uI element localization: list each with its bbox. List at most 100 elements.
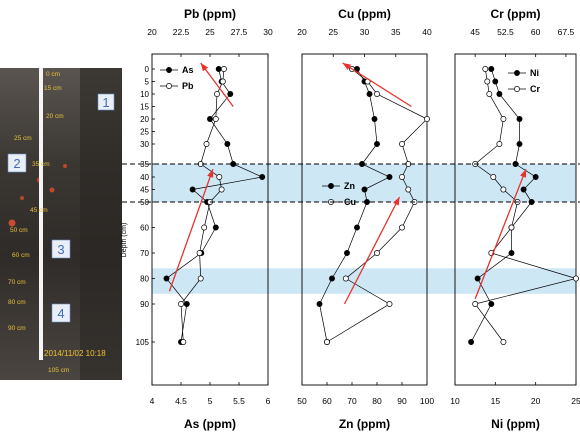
point-pb <box>219 78 226 85</box>
bottom-tick-label: 60 <box>322 396 332 406</box>
point-cr <box>486 91 493 97</box>
legend-marker <box>514 70 520 76</box>
point-zn <box>344 250 350 256</box>
bottom-tick-label: 15 <box>491 396 501 406</box>
top-tick-label: 60 <box>531 27 541 37</box>
depth-mark: 45 cm <box>30 207 48 214</box>
bottom-tick-label: 70 <box>347 396 357 406</box>
point-cr <box>484 78 491 85</box>
top-tick-label: 67.5 <box>558 27 575 37</box>
trend-arrow-head <box>393 197 400 206</box>
depth-mark: 80 cm <box>8 299 26 306</box>
legend-label: Ni <box>530 68 539 78</box>
point-as <box>224 141 231 147</box>
point-cu <box>374 250 380 256</box>
depth-mark: 105 cm <box>48 367 69 374</box>
point-cu <box>424 116 430 122</box>
depth-tick-label: 30 <box>140 140 149 149</box>
depth-tick-label: 45 <box>140 186 149 195</box>
point-cr <box>573 275 579 282</box>
core-number: 3 <box>57 242 64 257</box>
depth-axis-label: Depth (cm) <box>121 223 128 258</box>
point-ni <box>474 275 481 282</box>
photo-timestamp: 2014/11/02 10:18 <box>44 349 106 358</box>
point-zn <box>374 141 380 147</box>
core-number: 1 <box>102 95 109 110</box>
trend-arrows <box>168 62 527 305</box>
trend-arrow-shaft <box>200 62 234 107</box>
point-ni <box>516 141 523 147</box>
point-zn <box>354 224 360 231</box>
depth-tick-label: 70 <box>140 249 149 258</box>
point-cr <box>482 66 489 72</box>
core-label-box <box>51 303 71 323</box>
point-cu <box>386 301 393 307</box>
point-as <box>183 301 190 307</box>
bottom-tick-label: 5 <box>208 396 213 406</box>
depth-tick-label: 25 <box>140 128 149 137</box>
point-cr <box>472 301 479 307</box>
depth-mark: 25 cm <box>14 135 32 142</box>
top-tick-label: 45 <box>470 27 480 37</box>
core-label-box <box>97 93 115 111</box>
bottom-tick-label: 25 <box>571 396 580 406</box>
depth-tick-label: 90 <box>140 300 149 309</box>
series-line-cu <box>326 68 428 343</box>
core-photo-svg: 1 2 3 4 0 cm 15 cm 20 cm 25 cm 35 cm 45 cm 50 cm 6… <box>0 68 122 380</box>
top-axis-title: Pb (ppm) <box>184 7 236 21</box>
point-pb <box>220 66 227 72</box>
highlight-band <box>152 268 576 294</box>
point-ni <box>488 301 495 307</box>
top-tick-label: 30 <box>263 27 273 37</box>
bottom-tick-label: 90 <box>397 396 407 406</box>
legend-marker <box>166 83 172 89</box>
point-cu <box>399 174 405 180</box>
clay-speck <box>49 187 55 193</box>
soil-core-photo: 1 2 3 4 0 cm 15 cm 20 cm 25 cm 35 cm 45 cm 50 cm 6… <box>0 68 122 380</box>
panel-ni-cr: Cr (ppm) 45 52.5 60 67.5 Ni (ppm) 10 15 20 25 Ni Cr <box>450 7 580 431</box>
point-zn <box>371 116 378 122</box>
depth-bands <box>152 164 576 294</box>
core-number: 2 <box>13 156 20 171</box>
point-as <box>163 275 170 282</box>
bottom-tick-label: 50 <box>297 396 307 406</box>
plot-frame <box>151 53 269 386</box>
point-ni <box>532 174 539 180</box>
point-pb <box>203 141 210 147</box>
point-ni <box>520 186 527 193</box>
top-tick-label: 35 <box>391 27 401 37</box>
depth-mark: 0 cm <box>46 71 60 78</box>
highlight-band <box>152 164 576 202</box>
depth-mark: 20 cm <box>46 113 64 120</box>
plot-frame <box>301 53 428 386</box>
point-as <box>259 174 266 180</box>
point-ni <box>468 339 475 345</box>
depth-tick-label: 0 <box>145 65 150 74</box>
trend-arrow-shaft <box>474 168 527 300</box>
clay-speck <box>63 164 67 168</box>
depth-mark: 70 cm <box>8 279 26 286</box>
depth-tick-label: 60 <box>140 224 149 233</box>
depth-tick-label: 5 <box>145 78 150 87</box>
legend-marker <box>514 86 520 92</box>
trend-arrow-shaft <box>168 168 214 292</box>
bottom-tick-label: 10 <box>450 396 460 406</box>
trend-arrow-head <box>342 63 352 70</box>
point-cr <box>508 224 515 231</box>
point-zn <box>366 91 373 97</box>
panel-zn-cu: Cu (ppm) 20 25 30 35 40 Zn (ppm) 50 60 70 80 90 100 Z… <box>297 7 434 431</box>
bottom-tick-label: 5.5 <box>233 396 245 406</box>
point-ni <box>508 250 515 256</box>
clay-speck <box>8 219 16 227</box>
point-as <box>189 186 196 193</box>
measuring-tape <box>39 68 43 360</box>
point-ni <box>516 116 523 122</box>
top-tick-label: 40 <box>422 27 432 37</box>
point-ni <box>492 78 499 85</box>
depth-tick-label: 40 <box>140 173 149 182</box>
top-tick-label: 52.5 <box>497 27 514 37</box>
core-number: 4 <box>57 306 64 321</box>
point-pb <box>201 224 208 231</box>
depth-tick-label: 50 <box>140 198 149 207</box>
point-pb <box>212 116 219 122</box>
